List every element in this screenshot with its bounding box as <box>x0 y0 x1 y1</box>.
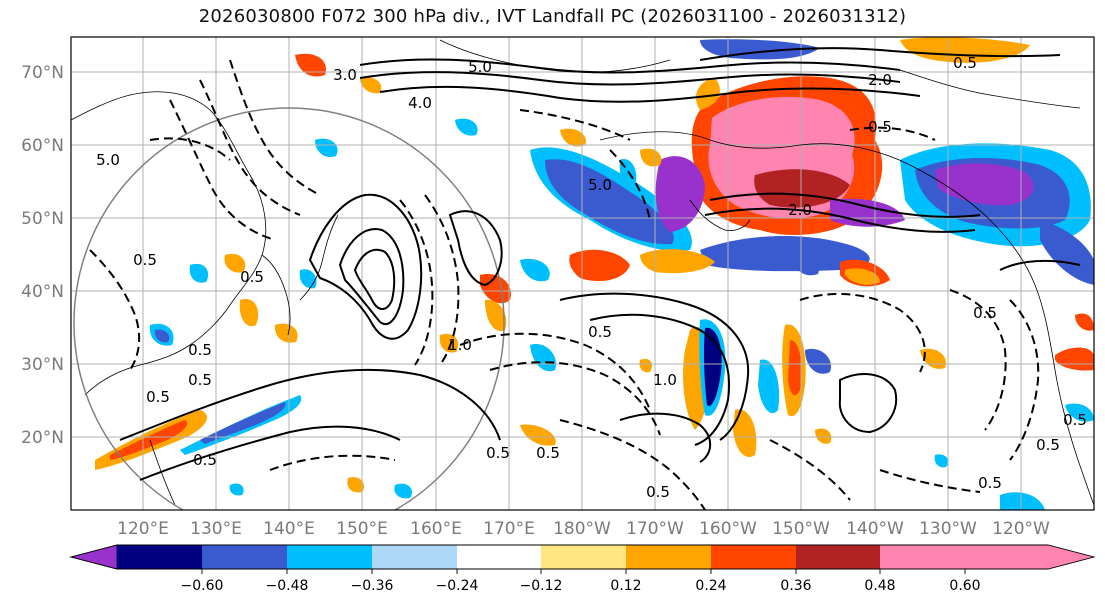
lon-label: 120°E <box>117 519 169 539</box>
contour-label: 0.5 <box>973 304 997 322</box>
figure-title: 2026030800 F072 300 hPa div., IVT Landfa… <box>198 6 907 27</box>
contour-label: 0.5 <box>240 268 264 286</box>
contour-label: 0.5 <box>193 451 217 469</box>
colorbar-outline <box>69 544 1096 570</box>
contour-label: 0.5 <box>646 483 670 501</box>
colorbar-segment <box>626 545 711 569</box>
lon-label: 160°W <box>699 519 757 539</box>
colorbar-segment <box>711 545 796 569</box>
lon-label: 160°E <box>410 519 462 539</box>
colorbar-segment <box>202 545 287 569</box>
colorbar-segment <box>796 545 880 569</box>
contours-solid <box>119 47 1081 481</box>
contour-label: 2.0 <box>788 201 812 219</box>
colorbar-tick-label: 0.48 <box>864 578 895 594</box>
lon-label: 150°W <box>772 519 830 539</box>
lon-label: 140°W <box>846 519 904 539</box>
lon-label: 170°E <box>483 519 535 539</box>
contour-label: 1.0 <box>653 371 677 389</box>
shaded-field <box>95 37 1094 510</box>
contour-label: 3.0 <box>333 66 357 84</box>
contour-label: 5.0 <box>588 176 612 194</box>
colorbar-segment <box>541 545 626 569</box>
contour-label: 0.5 <box>536 444 560 462</box>
lon-label: 120°W <box>992 519 1050 539</box>
map-frame <box>70 36 1095 511</box>
lat-label: 30°N <box>21 355 64 375</box>
lat-label: 40°N <box>21 282 64 302</box>
lon-label: 130°E <box>190 519 242 539</box>
contour-label: 0.5 <box>188 341 212 359</box>
contour-label: 4.0 <box>408 94 432 112</box>
lon-label: 170°W <box>626 519 684 539</box>
lon-label: 150°E <box>336 519 388 539</box>
colorbar-tick-label: −0.60 <box>181 578 224 594</box>
coastlines <box>71 39 1094 506</box>
contour-label: 1.0 <box>448 336 472 354</box>
colorbar-tick-label: 0.36 <box>780 578 811 594</box>
colorbar-ticks <box>201 569 966 574</box>
longitude-labels: 120°E 130°E 140°E 150°E 160°E 170°E 180°… <box>117 519 1050 539</box>
contour-label: 0.5 <box>486 444 510 462</box>
colorbar-segment <box>880 545 965 569</box>
lat-label: 60°N <box>21 136 64 156</box>
colorbar-segment <box>372 545 457 569</box>
contour-label: 0.5 <box>868 118 892 136</box>
colorbar-extend-left <box>69 544 118 570</box>
latitude-labels: 70°N 60°N 50°N 40°N 30°N 20°N <box>21 63 64 448</box>
contour-label: 0.5 <box>953 54 977 72</box>
contour-label: 0.5 <box>1036 436 1060 454</box>
colorbar-segment <box>457 545 541 569</box>
colorbar-segment <box>287 545 372 569</box>
contour-label: 0.5 <box>146 388 170 406</box>
contour-label: 5.0 <box>96 151 120 169</box>
colorbar-tick-label: 0.60 <box>949 578 980 594</box>
lon-label: 130°W <box>919 519 977 539</box>
contour-label: 0.5 <box>188 371 212 389</box>
lon-label: 140°E <box>263 519 315 539</box>
contour-labels: 5.0 5.0 5.0 4.0 3.0 2.0 2.0 1.0 1.0 0.5 … <box>96 54 1087 501</box>
contour-label: 0.5 <box>978 474 1002 492</box>
colorbar-tick-label: −0.24 <box>436 578 479 594</box>
lat-label: 70°N <box>21 63 64 83</box>
contour-label: 2.0 <box>868 71 892 89</box>
contour-label: 0.5 <box>588 323 612 341</box>
lat-label: 20°N <box>21 428 64 448</box>
contours-dashed <box>89 59 1040 510</box>
colorbar-tick-label: 0.12 <box>610 578 641 594</box>
lat-label: 50°N <box>21 209 64 229</box>
colorbar-tick-label: −0.48 <box>266 578 309 594</box>
colorbar: −0.60 −0.48 −0.36 −0.24 −0.12 0.12 0.24 … <box>69 544 1096 594</box>
contour-label: 0.5 <box>133 251 157 269</box>
colorbar-tick-label: −0.36 <box>351 578 394 594</box>
colorbar-extend-right <box>965 545 1094 569</box>
colorbar-tick-label: −0.12 <box>520 578 563 594</box>
contour-label: 5.0 <box>468 58 492 76</box>
colorbar-segment <box>117 545 202 569</box>
lon-label: 180°W <box>553 519 611 539</box>
colorbar-tick-label: 0.24 <box>695 578 726 594</box>
contour-label: 0.5 <box>1063 411 1087 429</box>
great-circle <box>73 107 505 510</box>
